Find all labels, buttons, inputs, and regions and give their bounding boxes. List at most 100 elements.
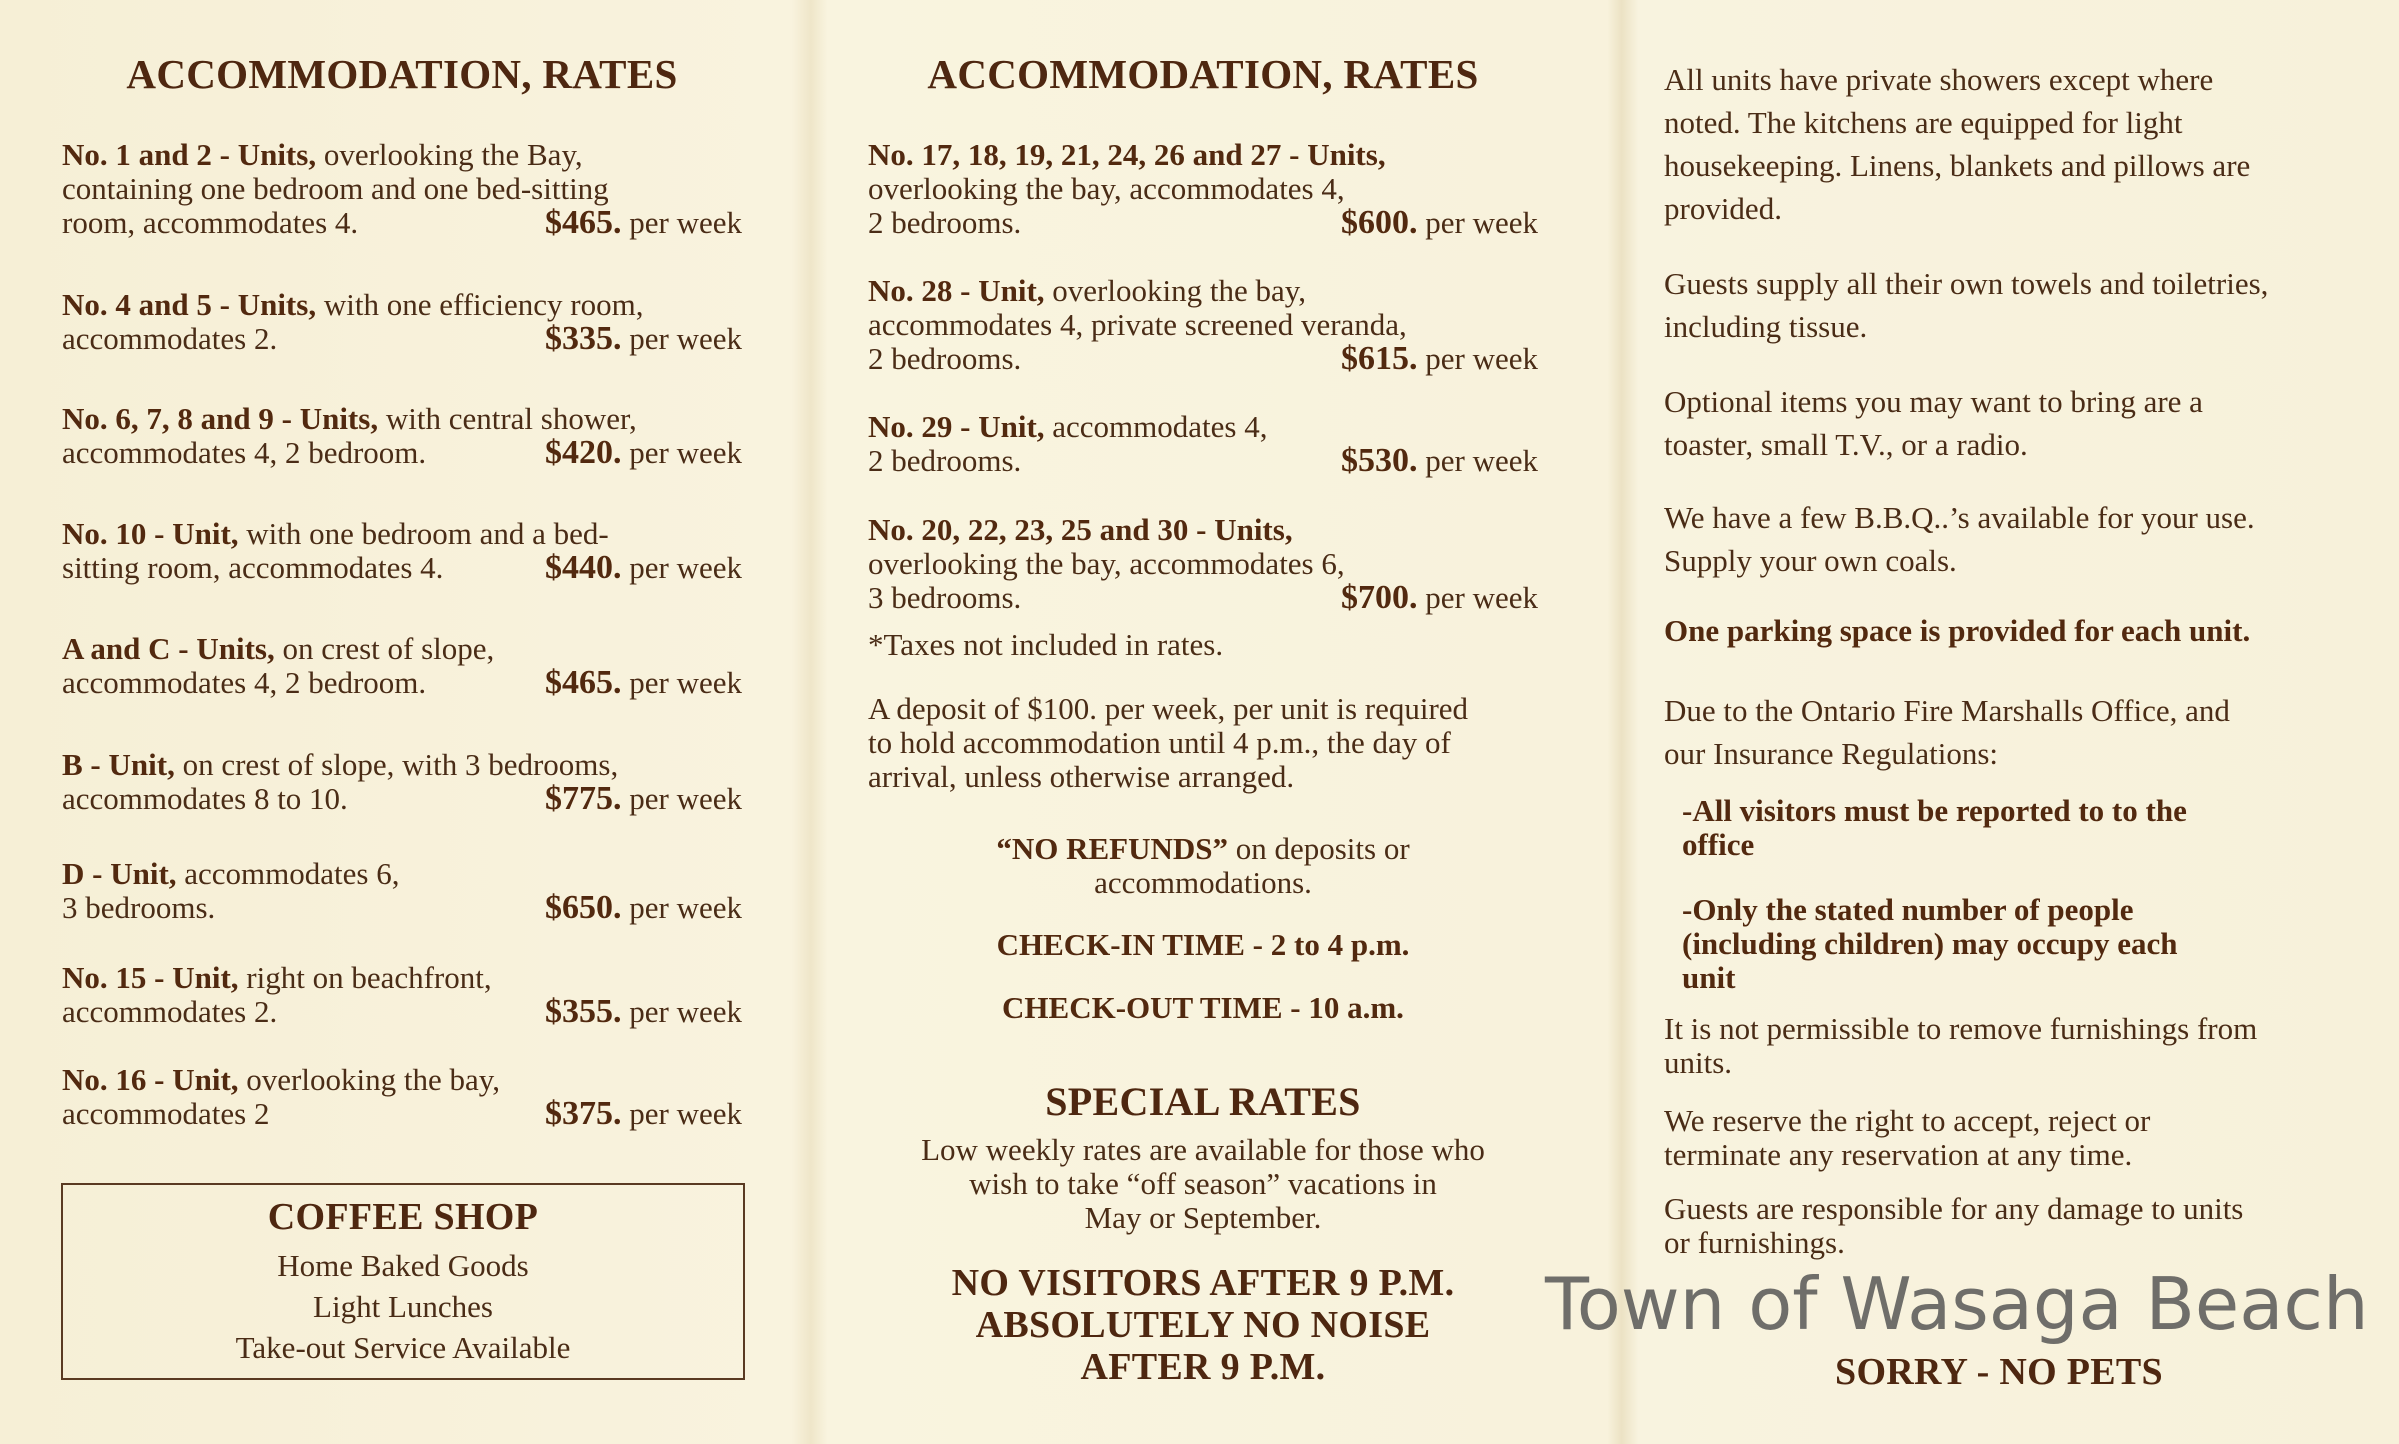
price-period: per week [621, 994, 742, 1029]
unit-price: $650. per week [545, 891, 742, 925]
unit-name: No. 1 and 2 - Units, [62, 137, 317, 172]
price-amount: $600. [1341, 204, 1418, 241]
price-period: per week [621, 781, 742, 816]
occupancy-rule: -Only the stated number of people (inclu… [1682, 892, 2178, 995]
unit-name: No. 15 - Unit, [62, 960, 239, 995]
coffee-shop-title: COFFEE SHOP [267, 1196, 539, 1238]
rate-entry: No. 28 - Unit, overlooking the bay, acco… [868, 274, 1538, 376]
no-refunds-text: “NO REFUNDS” on deposits or accommodatio… [868, 832, 1538, 900]
price-amount: $650. [545, 889, 622, 926]
unit-name: No. 10 - Unit, [62, 516, 239, 551]
price-period: per week [621, 550, 742, 585]
unit-price: $700. per week [1341, 581, 1538, 615]
showers-paragraph: All units have private showers except wh… [1664, 62, 2251, 226]
unit-price: $355. per week [545, 995, 742, 1029]
price-amount: $355. [545, 993, 622, 1030]
furnishings-paragraph: It is not permissible to remove furnishi… [1664, 1011, 2258, 1080]
price-period: per week [1417, 580, 1538, 615]
middle-title: ACCOMMODATION, RATES [927, 51, 1479, 97]
unit-name: A and C - Units, [62, 631, 275, 666]
unit-name: No. 4 and 5 - Units, [62, 287, 317, 322]
price-period: per week [1417, 341, 1538, 376]
rate-entry: No. 17, 18, 19, 21, 24, 26 and 27 - Unit… [868, 138, 1538, 240]
special-rates-title: SPECIAL RATES [1045, 1079, 1361, 1124]
price-amount: $440. [545, 549, 622, 586]
price-amount: $775. [545, 780, 622, 817]
unit-description: on crest of slope, accommodates 4, 2 bed… [62, 631, 495, 700]
unit-description: accommodates 6, 3 bedrooms. [62, 856, 400, 925]
rate-entry: No. 4 and 5 - Units, with one efficiency… [62, 288, 742, 356]
unit-description: accommodates 4, 2 bedrooms. [868, 409, 1268, 478]
price-period: per week [621, 435, 742, 470]
towels-paragraph: Guests supply all their own towels and t… [1664, 266, 2269, 344]
unit-price: $775. per week [545, 782, 742, 816]
price-amount: $530. [1341, 442, 1418, 479]
unit-description: overlooking the bay, accommodates 2 [62, 1062, 500, 1131]
bbq-paragraph: We have a few B.B.Q..’s available for yo… [1664, 500, 2255, 578]
watermark: Town of Wasaga Beach [1545, 1262, 2369, 1346]
rate-entry: No. 29 - Unit, accommodates 4, 2 bedroom… [868, 410, 1538, 478]
price-period: per week [1417, 205, 1538, 240]
price-amount: $465. [545, 204, 622, 241]
special-rates-text: Low weekly rates are available for those… [921, 1132, 1485, 1235]
reservation-paragraph: We reserve the right to accept, reject o… [1664, 1103, 2151, 1172]
unit-price: $465. per week [545, 206, 742, 240]
price-period: per week [621, 1096, 742, 1131]
unit-name: No. 28 - Unit, [868, 273, 1045, 308]
unit-name: No. 29 - Unit, [868, 409, 1045, 444]
unit-price: $465. per week [545, 666, 742, 700]
unit-price: $530. per week [1341, 444, 1538, 478]
no-refunds-label: “NO REFUNDS” [996, 831, 1228, 866]
rate-entry: D - Unit, accommodates 6, 3 bedrooms. $65… [62, 857, 742, 925]
price-amount: $420. [545, 434, 622, 471]
parking-notice: One parking space is provided for each u… [1664, 613, 2251, 648]
check-out-time: CHECK-OUT TIME - 10 a.m. [1002, 990, 1404, 1025]
unit-name: No. 6, 7, 8 and 9 - Units, [62, 401, 379, 436]
unit-price: $335. per week [545, 322, 742, 356]
price-period: per week [1417, 443, 1538, 478]
price-period: per week [621, 890, 742, 925]
regulations-intro: Due to the Ontario Fire Marshalls Office… [1664, 693, 2230, 771]
check-in-time: CHECK-IN TIME - 2 to 4 p.m. [996, 927, 1410, 962]
visitors-rule: -All visitors must be reported to to the… [1682, 793, 2187, 862]
no-visitors-notice: NO VISITORS AFTER 9 P.M. ABSOLUTELY NO N… [951, 1262, 1455, 1388]
price-amount: $335. [545, 320, 622, 357]
unit-price: $615. per week [1341, 342, 1538, 376]
price-amount: $375. [545, 1095, 622, 1132]
price-period: per week [621, 321, 742, 356]
unit-price: $440. per week [545, 551, 742, 585]
left-title: ACCOMMODATION, RATES [126, 51, 678, 97]
optional-items-paragraph: Optional items you may want to bring are… [1664, 384, 2203, 462]
unit-price: $420. per week [545, 436, 742, 470]
deposit-text: A deposit of $100. per week, per unit is… [868, 691, 1469, 794]
coffee-shop-item: Take-out Service Available [235, 1330, 571, 1365]
unit-description: overlooking the bay, accommodates 4, 2 b… [868, 171, 1345, 240]
unit-name: No. 16 - Unit, [62, 1062, 239, 1097]
unit-description: right on beachfront, accommodates 2. [62, 960, 492, 1029]
taxes-note: *Taxes not included in rates. [868, 627, 1224, 662]
no-pets-notice: SORRY - NO PETS [1835, 1351, 2163, 1393]
unit-name: No. 20, 22, 23, 25 and 30 - Units, [868, 512, 1293, 547]
unit-description: with central shower, accommodates 4, 2 b… [62, 401, 637, 470]
unit-price: $600. per week [1341, 206, 1538, 240]
unit-price: $375. per week [545, 1097, 742, 1131]
rate-entry: B - Unit, on crest of slope, with 3 bedr… [62, 748, 742, 816]
unit-description: overlooking the bay, accommodates 6, 3 b… [868, 546, 1345, 615]
rate-entry: No. 1 and 2 - Units, overlooking the Bay… [62, 138, 742, 240]
price-period: per week [621, 665, 742, 700]
coffee-shop-item: Home Baked Goods [277, 1248, 529, 1283]
unit-description: with one efficiency room, accommodates 2… [62, 287, 644, 356]
coffee-shop-item: Light Lunches [313, 1289, 493, 1324]
damage-paragraph: Guests are responsible for any damage to… [1664, 1191, 2244, 1260]
price-amount: $700. [1341, 579, 1418, 616]
price-amount: $615. [1341, 340, 1418, 377]
unit-description: overlooking the Bay, containing one bedr… [62, 137, 609, 240]
unit-description: overlooking the bay, accommodates 4, pri… [868, 273, 1407, 376]
rate-entry: No. 16 - Unit, overlooking the bay, acco… [62, 1063, 742, 1131]
unit-description: on crest of slope, with 3 bedrooms, acco… [62, 747, 619, 816]
unit-name: No. 17, 18, 19, 21, 24, 26 and 27 - Unit… [868, 137, 1386, 172]
rate-entry: A and C - Units, on crest of slope, acco… [62, 632, 742, 700]
rate-entry: No. 6, 7, 8 and 9 - Units, with central … [62, 402, 742, 470]
unit-description: with one bedroom and a bed- sitting room… [62, 516, 609, 585]
price-amount: $465. [545, 664, 622, 701]
